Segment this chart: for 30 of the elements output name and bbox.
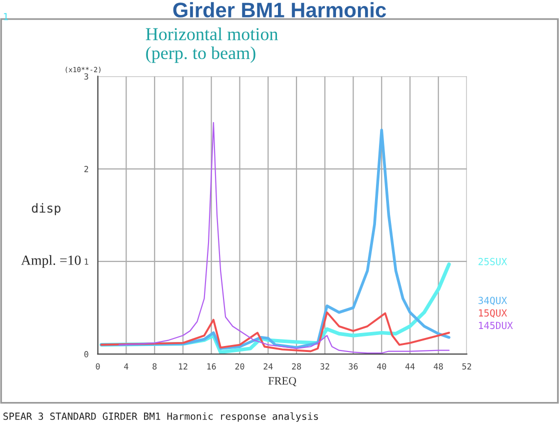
x-tick-label: 16 [207,363,216,370]
text: 145DUX [479,322,513,330]
x-tick-label: 40 [377,363,386,370]
chart-title: Girder BM1 Harmonic [173,2,386,18]
x-tick-label: 28 [292,363,301,370]
chart-subtitle: Horizontal motion (perp. to beam) [146,28,278,63]
y-axis-title: disp [32,203,60,216]
y-tick-label: 1 [84,258,88,265]
y-tick-label: 3 [84,73,88,80]
x-tick-label: 4 [124,363,128,370]
x-tick-label: 20 [235,363,244,370]
x-tick-label: 52 [462,363,472,370]
x-tick-label: 44 [405,363,415,370]
line-series [100,311,450,352]
x-tick-label: 48 [434,363,443,370]
text: 25SUX [478,258,508,266]
y-tick-label: 2 [84,166,88,172]
y-tick-label: 0 [84,351,88,358]
x-tick-label: 12 [178,363,188,370]
x-tick-label: 8 [152,363,157,370]
x-tick-label: 0 [96,363,100,370]
text: Ampl. =10 [21,255,81,268]
text: 1 [4,13,8,20]
x-tick-label: 36 [348,363,358,370]
x-tick-label: 32 [320,363,330,370]
text: 34QUX [478,296,508,306]
text: 15QUX [479,309,508,318]
x-axis-title: FREQ [268,377,296,386]
x-tick-label: 24 [264,363,273,370]
text: SPEAR 3 STANDARD GIRDER BM1 Harmonic response analysis [3,412,318,422]
